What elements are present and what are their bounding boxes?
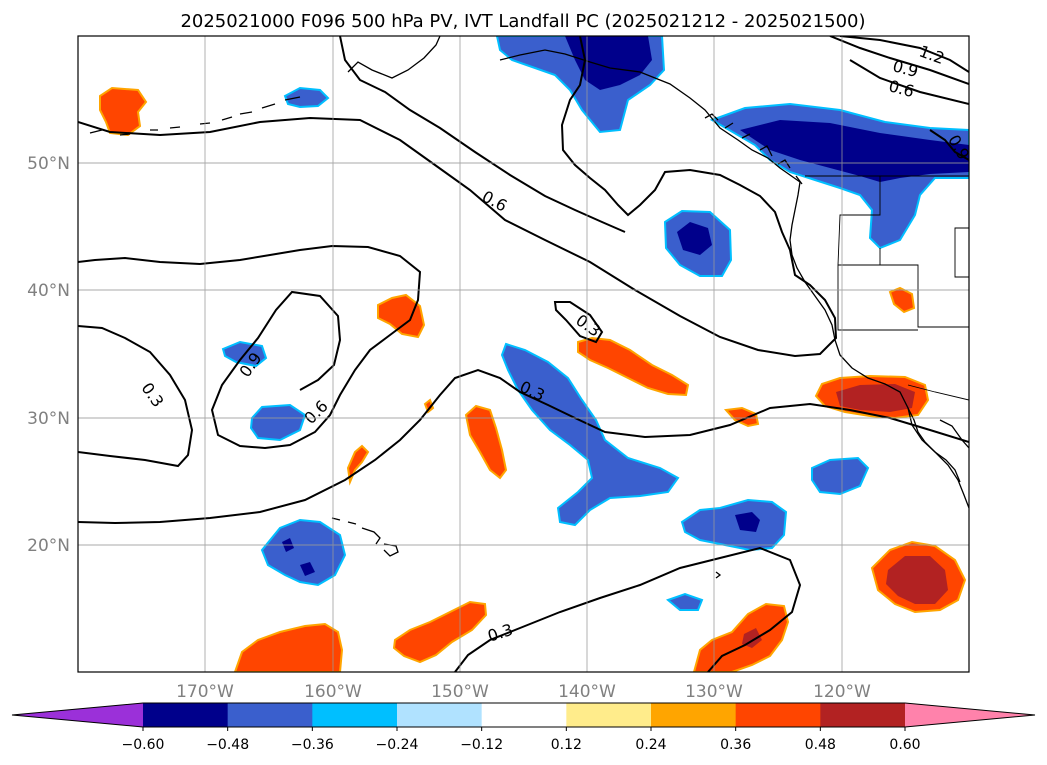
- pv-contour-0.9-arc: [339, 36, 626, 233]
- figure-title: 2025021000 F096 500 hPa PV, IVT Landfall…: [180, 11, 865, 32]
- pv-contour-east-loop: [929, 129, 969, 161]
- lon-tick-label: 120°W: [813, 682, 871, 702]
- orange-region-14n-151w: [392, 600, 488, 664]
- negative-anomaly-regions: [221, 36, 969, 611]
- small-island-16n-131w: [715, 571, 722, 579]
- colorbar-segment: [735, 703, 821, 727]
- lon-tick-label: 150°W: [431, 682, 489, 702]
- colorbar-segment: [481, 703, 567, 727]
- bc-coast-islands: [704, 113, 803, 185]
- colorbar-tick-label: 0.24: [635, 737, 666, 753]
- colorbar-tick-label: 0.60: [889, 737, 920, 753]
- coastlines: [89, 36, 969, 579]
- lon-tick-label: 160°W: [304, 682, 362, 702]
- orange-region-13n-163w: [233, 622, 344, 672]
- darkred-core-31n-117w: [836, 384, 915, 412]
- plot-frame: [77, 35, 970, 673]
- colorbar-tick-label: −0.60: [122, 737, 165, 753]
- lon-tick-label: 140°W: [558, 682, 616, 702]
- ivt-filled-regions: [99, 36, 969, 672]
- colorbar-segment: [143, 703, 229, 727]
- colorbar-tick-label: −0.36: [291, 737, 334, 753]
- blue-region-26n-118w: [811, 456, 870, 496]
- pv-contour-0.6-loop: [78, 244, 422, 450]
- lat-tick-label: 50°N: [27, 154, 70, 174]
- blue-region-14n-132w: [666, 592, 704, 611]
- pv-contour-ne-0.9: [829, 36, 969, 85]
- pv-contour-0.3-south: [454, 546, 802, 672]
- baja-coast: [907, 407, 961, 483]
- orange-region-30n-127w: [723, 406, 760, 428]
- colorbar-segment: [397, 703, 483, 727]
- blue-region-30n-162w: [249, 403, 307, 442]
- pv-contour-ne-1.2: [839, 36, 969, 73]
- blue-region-20n-163w: [260, 518, 347, 587]
- gridlines: [78, 36, 969, 672]
- colorbar-tick-label: 0.12: [551, 737, 582, 753]
- us-mexico-border: [907, 384, 969, 401]
- blue-region-aleutian: [283, 86, 330, 109]
- colorbar-segment: [566, 703, 652, 727]
- colorbar-tick-label: −0.48: [206, 737, 249, 753]
- positive-anomaly-regions: [99, 86, 967, 672]
- darkblue-core-pacific-northwest: [740, 120, 969, 182]
- mexico-coast: [939, 419, 969, 449]
- darkblue-core-mid-pacific-42n: [677, 222, 712, 255]
- hawaiian-islands: [331, 517, 399, 557]
- pv-contours: [78, 36, 969, 672]
- colorbar-extend-low: [12, 703, 143, 727]
- orange-spot-30n-154w: [423, 398, 435, 414]
- pv-contour-0.6-north: [78, 36, 838, 358]
- colorbar-tick-label: 0.48: [805, 737, 836, 753]
- colorbar-extend-high: [905, 703, 1035, 727]
- orange-region-26n-160w: [346, 444, 370, 486]
- pv-contour-ne-0.6: [849, 59, 969, 105]
- colorbar-segment: [312, 703, 398, 727]
- darkblue-spot-18n-162w: [300, 562, 315, 576]
- longitude-tick-labels: 170°W 160°W 150°W 140°W 130°W 120°W: [176, 682, 871, 702]
- darkblue-core-22n-127w: [735, 512, 760, 532]
- orange-region-34n-140w: [577, 336, 690, 397]
- lat-tick-label: 40°N: [27, 281, 70, 301]
- blue-region-22n-127w: [680, 498, 788, 552]
- pv-contour-0.3-central: [78, 368, 969, 525]
- pv-contour-0.3-southwest: [78, 325, 194, 468]
- darkred-core-18n-113w: [886, 556, 948, 604]
- colorbar: −0.60 −0.48 −0.36 −0.24 −0.12 0.12 0.24 0.36 0.4…: [11, 702, 1036, 753]
- political-borders: [805, 175, 969, 401]
- colorbar-segment: [820, 703, 906, 727]
- alaska-coast: [347, 36, 801, 183]
- colorbar-segments: [11, 702, 1036, 728]
- colorbar-tick-label: −0.24: [376, 737, 419, 753]
- orange-region-29n-148w: [464, 404, 508, 480]
- lon-tick-label: 130°W: [685, 682, 743, 702]
- orange-region-54n-177w: [99, 86, 148, 137]
- lat-tick-label: 30°N: [27, 409, 70, 429]
- orange-region-39n-152w: [377, 293, 426, 339]
- state-borders: [837, 176, 969, 331]
- plot-area: 1.2 0.9 0.6 0.6 0.9 0.6 0.3 0.3 0.3 0.3 …: [78, 36, 969, 672]
- colorbar-tick-label: −0.12: [460, 737, 503, 753]
- pv-contour-0.3-small: [553, 301, 604, 344]
- colorbar-tick-labels: −0.60 −0.48 −0.36 −0.24 −0.12 0.12 0.24 0.36 0.4…: [122, 727, 921, 753]
- colorbar-tick-label: 0.36: [720, 737, 751, 753]
- orange-region-12n-126w: [692, 602, 790, 672]
- lon-tick-label: 170°W: [176, 682, 234, 702]
- colorbar-segment: [227, 703, 313, 727]
- latitude-tick-labels: 50°N 40°N 30°N 20°N: [27, 154, 70, 556]
- lat-tick-label: 20°N: [27, 536, 70, 556]
- orange-region-38n-116w: [888, 286, 916, 314]
- colorbar-segment: [651, 703, 737, 727]
